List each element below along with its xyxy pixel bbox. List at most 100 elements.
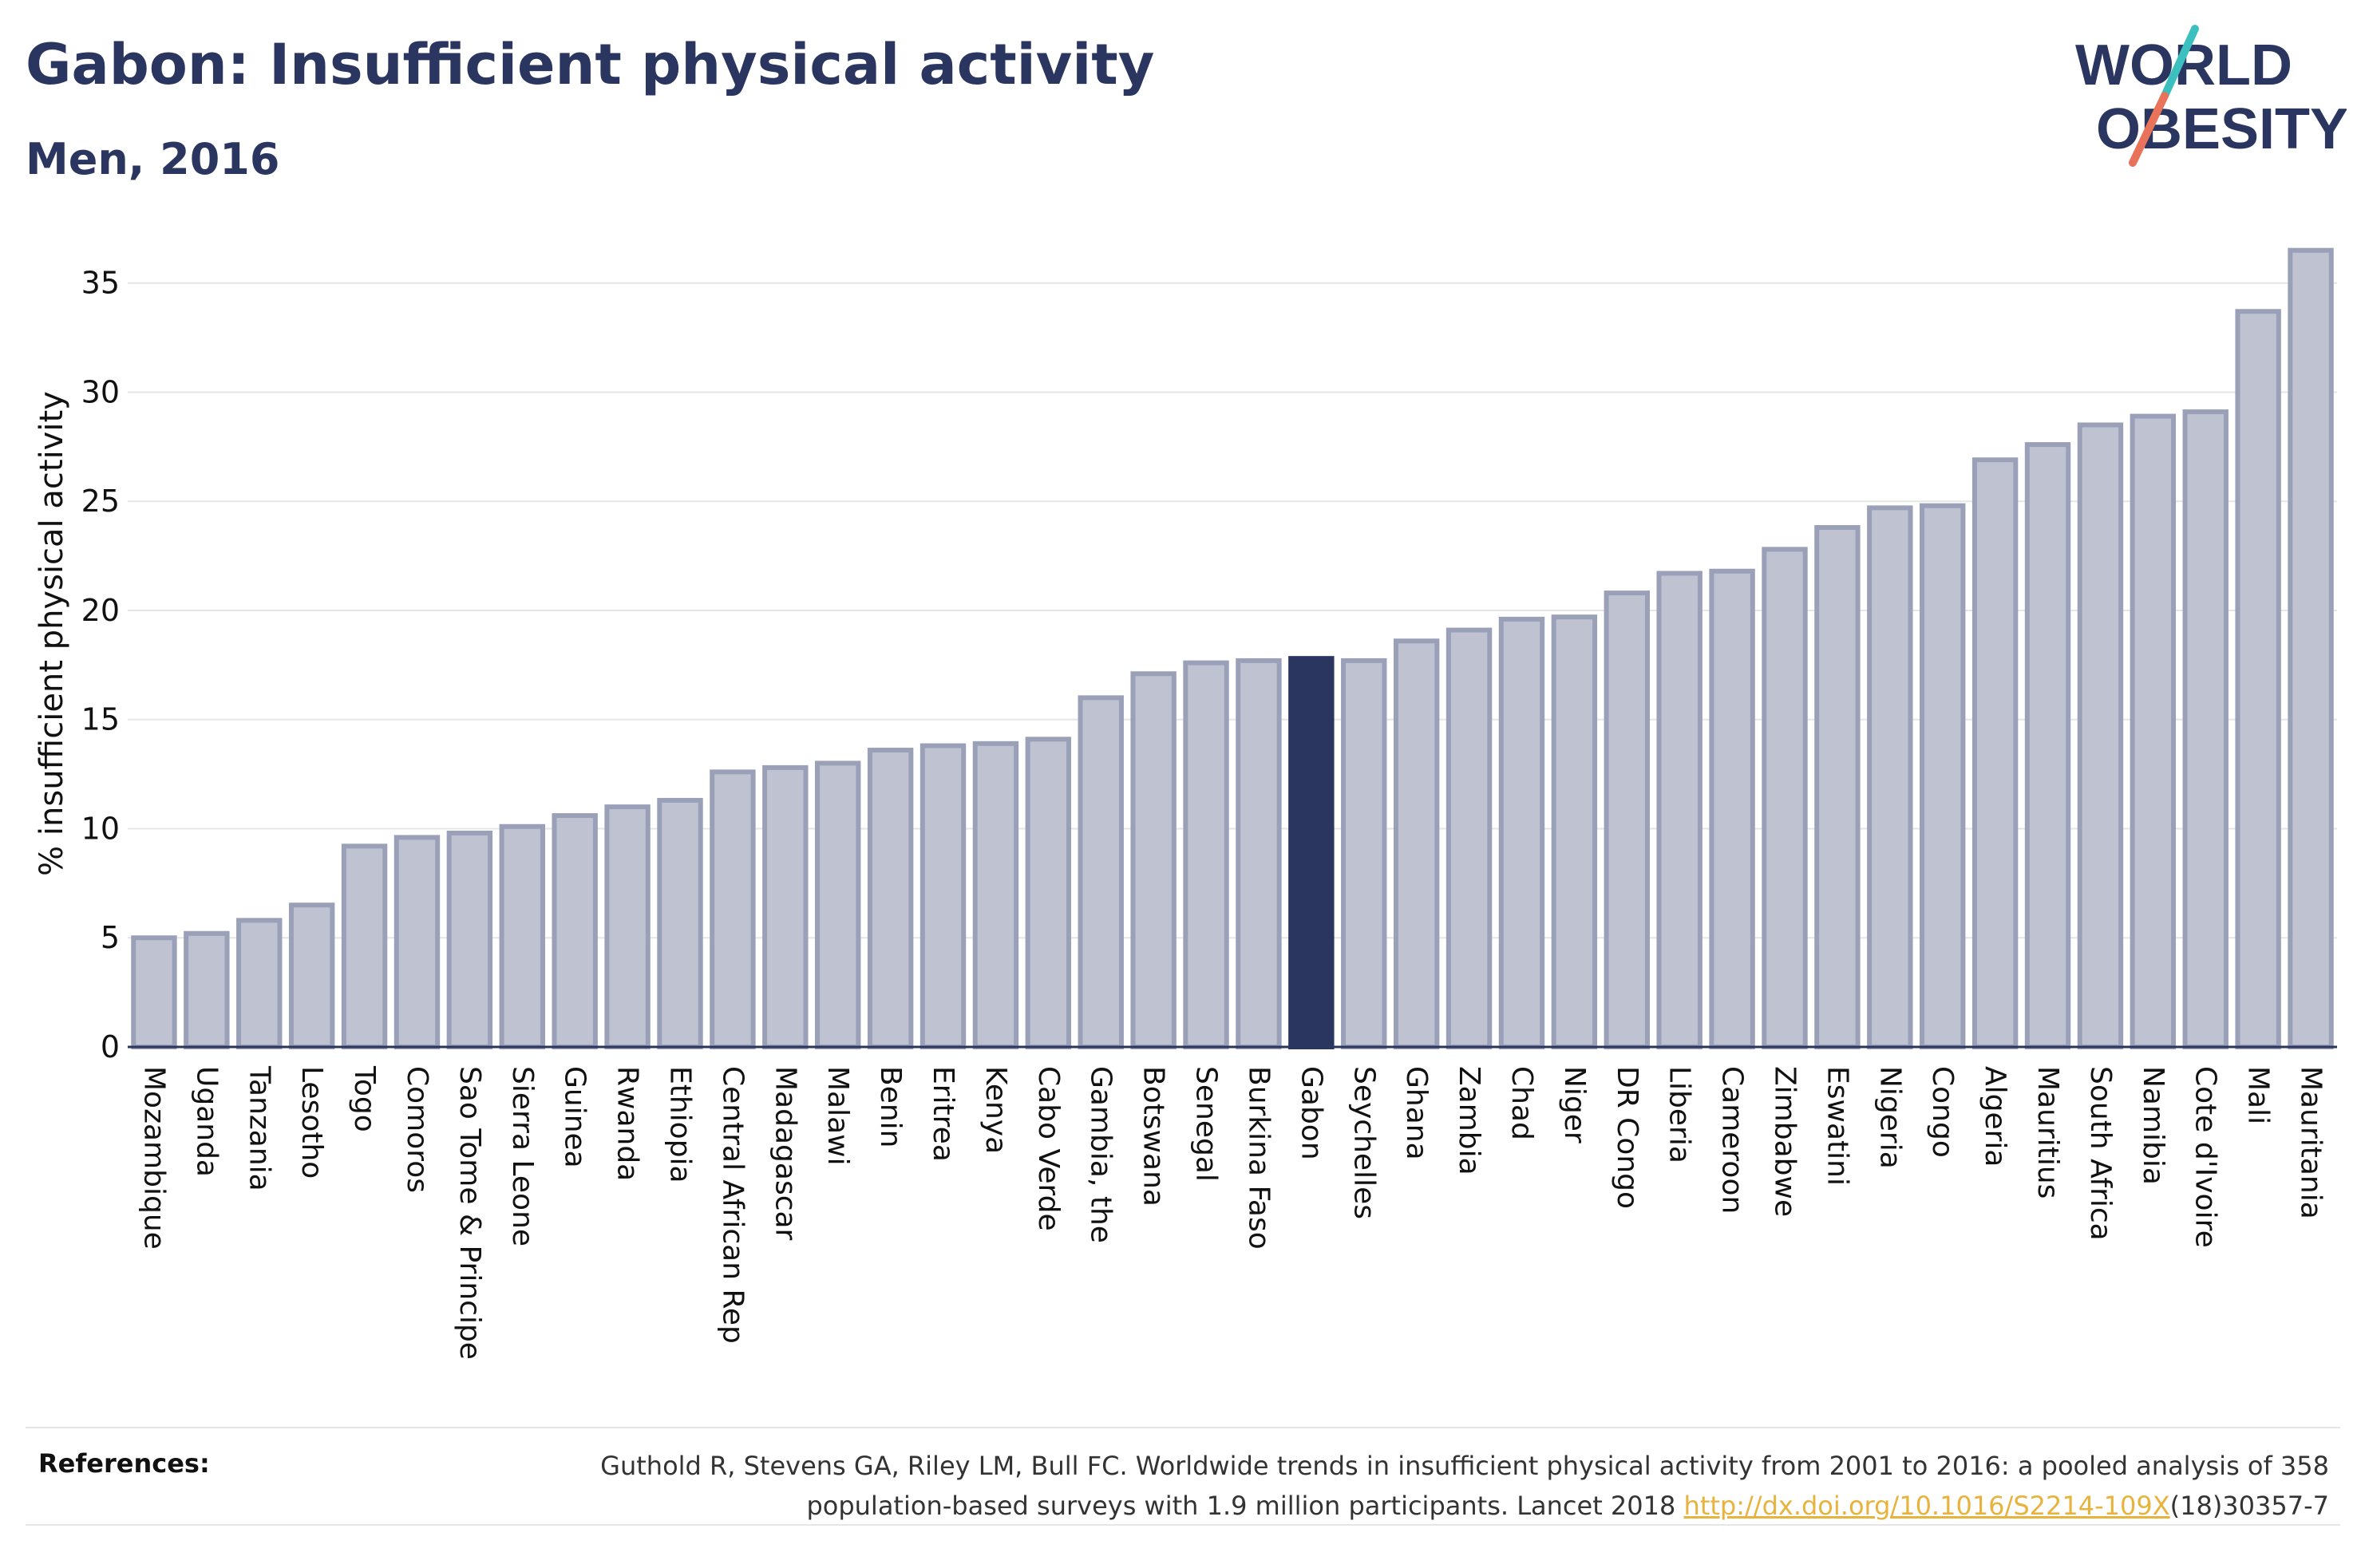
x-tick-label: Benin bbox=[874, 1066, 907, 1147]
x-tick-label: Seychelles bbox=[1347, 1066, 1380, 1219]
x-tick-label: Sierra Leone bbox=[506, 1066, 539, 1246]
x-tick-label: Liberia bbox=[1663, 1066, 1696, 1163]
x-tick-label: Niger bbox=[1558, 1066, 1591, 1143]
x-tick-label: Togo bbox=[348, 1065, 381, 1132]
reference-line-2-suffix: (18)30357-7 bbox=[2169, 1491, 2329, 1521]
x-tick-label: Guinea bbox=[559, 1066, 591, 1168]
x-tick-label: Congo bbox=[1926, 1066, 1959, 1158]
bar-zambia bbox=[1445, 627, 1493, 1049]
x-tick-label: Rwanda bbox=[611, 1066, 644, 1181]
y-tick-label: 5 bbox=[101, 920, 120, 955]
bar-senegal bbox=[1183, 660, 1229, 1049]
bar-botswana bbox=[1130, 671, 1177, 1049]
x-tick-label: Senegal bbox=[1190, 1066, 1223, 1182]
x-tick-label: Chad bbox=[1505, 1066, 1538, 1140]
bar-mauritius bbox=[2024, 442, 2071, 1049]
x-tick-label: Kenya bbox=[979, 1066, 1012, 1154]
x-tick-label: Tanzania bbox=[243, 1065, 275, 1191]
y-axis-label: % insufficient physical activity bbox=[34, 391, 70, 876]
y-tick-label: 10 bbox=[81, 811, 120, 846]
references-text: Guthold R, Stevens GA, Riley LM, Bull FC… bbox=[493, 1446, 2329, 1526]
x-tick-label: Madagascar bbox=[769, 1066, 801, 1241]
references-bottom-divider bbox=[26, 1524, 2340, 1526]
x-tick-label: Gambia, the bbox=[1085, 1066, 1117, 1243]
world-obesity-logo: WORLD OBESITY bbox=[2075, 25, 2347, 167]
bar-burkina-faso bbox=[1236, 658, 1282, 1050]
reference-line-2-prefix: population-based surveys with 1.9 millio… bbox=[806, 1491, 1684, 1521]
bar-chad bbox=[1498, 616, 1545, 1049]
bar-eritrea bbox=[919, 743, 967, 1049]
bar-ghana bbox=[1393, 638, 1440, 1050]
bar-cabo-verde bbox=[1025, 737, 1072, 1049]
x-tick-label: Mozambique bbox=[137, 1066, 170, 1250]
bar-gabon bbox=[1288, 656, 1335, 1049]
bar-madagascar bbox=[762, 764, 809, 1049]
bar-cote-d-ivoire bbox=[2182, 409, 2229, 1049]
bar-togo bbox=[341, 843, 388, 1049]
reference-doi-link[interactable]: http://dx.doi.org/10.1016/S2214-109X bbox=[1683, 1491, 2170, 1521]
x-tick-label: DR Congo bbox=[1611, 1066, 1643, 1209]
references-top-divider bbox=[26, 1427, 2340, 1428]
page-subtitle: Men, 2016 bbox=[26, 134, 280, 184]
x-tick-label: Zimbabwe bbox=[1769, 1066, 1801, 1217]
x-tick-label: Lesotho bbox=[295, 1066, 328, 1179]
x-tick-label: Comoros bbox=[401, 1066, 433, 1193]
x-tick-label: Namibia bbox=[2137, 1066, 2169, 1185]
x-tick-label: Central African Rep bbox=[716, 1066, 749, 1344]
bar-sierra-leone bbox=[499, 823, 545, 1049]
bar-uganda bbox=[184, 930, 230, 1049]
x-tick-label: Burkina Faso bbox=[1242, 1066, 1275, 1250]
x-tick-label: Cameroon bbox=[1716, 1066, 1749, 1214]
bar-liberia bbox=[1656, 571, 1703, 1049]
bar-namibia bbox=[2130, 413, 2177, 1049]
references-label: References: bbox=[38, 1448, 210, 1479]
x-tick-label: Cote d'Ivoire bbox=[2189, 1066, 2222, 1248]
x-tick-label: Mauritius bbox=[2031, 1066, 2064, 1199]
bar-south-africa bbox=[2077, 422, 2124, 1049]
reference-line-1: Guthold R, Stevens GA, Riley LM, Bull FC… bbox=[600, 1451, 2329, 1481]
x-tick-label: Malawi bbox=[821, 1066, 854, 1166]
x-tick-label: Algeria bbox=[1979, 1066, 2011, 1167]
bar-rwanda bbox=[604, 804, 651, 1049]
x-tick-label: Cabo Verde bbox=[1032, 1066, 1065, 1231]
y-tick-label: 15 bbox=[81, 702, 120, 737]
y-tick-label: 25 bbox=[81, 484, 120, 519]
bar-gambia-the bbox=[1078, 695, 1124, 1049]
x-tick-label: Botswana bbox=[1137, 1066, 1170, 1207]
bar-niger bbox=[1551, 614, 1598, 1049]
x-tick-label: Ghana bbox=[1400, 1066, 1433, 1160]
x-tick-label: Eswatini bbox=[1821, 1066, 1853, 1186]
bar-zimbabwe bbox=[1762, 547, 1808, 1049]
x-tick-label: South Africa bbox=[2084, 1066, 2117, 1241]
bar-kenya bbox=[972, 741, 1019, 1049]
bar-nigeria bbox=[1867, 505, 1913, 1049]
bar-sao-tome-principe bbox=[446, 830, 493, 1050]
bar-malawi bbox=[815, 760, 861, 1049]
page-title: Gabon: Insufficient physical activity bbox=[26, 32, 1155, 97]
x-tick-label: Gabon bbox=[1295, 1066, 1327, 1160]
bar-comoros bbox=[394, 835, 441, 1049]
logo-slash-coral bbox=[2129, 92, 2169, 167]
bars bbox=[131, 247, 2334, 1050]
bar-eswatini bbox=[1814, 525, 1861, 1049]
x-tick-label: Eritrea bbox=[927, 1066, 959, 1162]
x-tick-label: Sao Tome & Principe bbox=[453, 1066, 486, 1360]
bar-cameroon bbox=[1709, 568, 1755, 1049]
bar-ethiopia bbox=[657, 797, 703, 1050]
bar-seychelles bbox=[1341, 658, 1387, 1050]
y-tick-label: 20 bbox=[81, 593, 120, 628]
x-tick-label: Mauritania bbox=[2295, 1066, 2327, 1219]
bar-congo bbox=[1920, 503, 1966, 1049]
bar-mali bbox=[2235, 309, 2281, 1049]
x-tick-label: Uganda bbox=[190, 1066, 223, 1177]
bar-mozambique bbox=[131, 935, 177, 1050]
bar-mauritania bbox=[2288, 247, 2334, 1050]
bar-dr-congo bbox=[1604, 590, 1650, 1049]
y-tick-label: 35 bbox=[81, 266, 120, 301]
logo-slash-teal bbox=[2161, 25, 2199, 100]
bar-lesotho bbox=[288, 902, 335, 1049]
y-tick-label: 0 bbox=[101, 1029, 120, 1064]
x-tick-label: Zambia bbox=[1453, 1066, 1485, 1175]
bar-benin bbox=[867, 748, 914, 1049]
y-tick-label: 30 bbox=[81, 374, 120, 409]
